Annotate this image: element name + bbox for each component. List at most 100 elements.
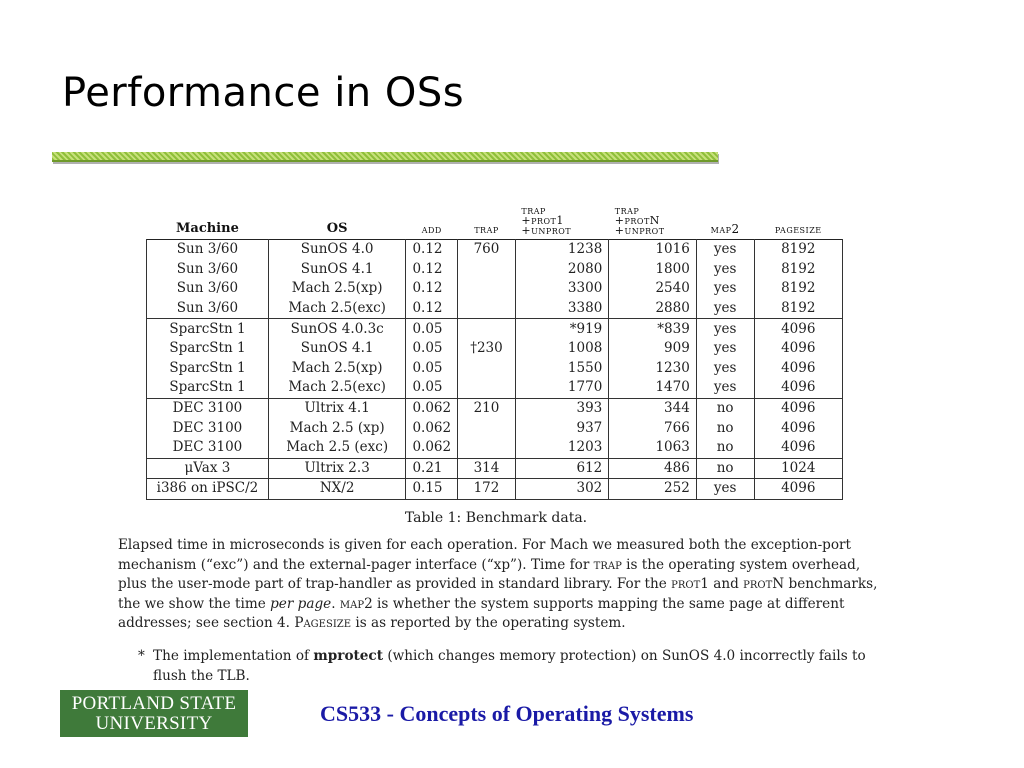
- benchmark-table: Machine OS add trap trap +prot1 +unprot …: [146, 196, 843, 500]
- table-row: Sun 3/60 SunOS 4.1 0.12 2080 1800 yes 8192: [146, 259, 843, 280]
- cell-machine: μVax 3: [146, 458, 269, 479]
- cell-machine: SparcStn 1: [146, 338, 269, 359]
- header-prot1-line: +prot1: [521, 214, 564, 227]
- cell-protn: 1063: [608, 437, 697, 459]
- cell-protn: 1016: [608, 239, 697, 260]
- cell-trap: [457, 437, 516, 459]
- cell-os: Mach 2.5(xp): [267, 358, 407, 379]
- desc-text: is the operating system overhead, plus t…: [118, 556, 861, 593]
- header-trap: trap: [474, 222, 499, 236]
- cell-map2: yes: [695, 338, 755, 359]
- cell-pagesize: 1024: [753, 458, 843, 479]
- cell-add: 0.05: [405, 318, 459, 339]
- header-protn: trap +protN +unprot: [609, 196, 697, 240]
- cell-add: 0.062: [405, 418, 459, 438]
- cell-add: 0.062: [405, 437, 459, 459]
- cell-protn: 1470: [608, 378, 697, 399]
- cell-machine: Sun 3/60: [146, 298, 269, 319]
- desc-text: is as reported by the operating system.: [351, 615, 626, 632]
- cell-pagesize: 4096: [753, 418, 843, 438]
- cell-protn: 1230: [608, 358, 697, 379]
- cell-os: Mach 2.5 (exc): [267, 437, 407, 459]
- cell-trap: [457, 378, 516, 399]
- cell-pagesize: 4096: [753, 378, 843, 399]
- desc-term-per-page: per page: [270, 595, 332, 612]
- cell-trap: [457, 418, 516, 438]
- cell-add: 0.05: [405, 378, 459, 399]
- table-row: Sun 3/60 Mach 2.5(exc) 0.12 3380 2880 yes 8192: [146, 298, 843, 319]
- table-header: Machine OS add trap trap +prot1 +unprot …: [147, 196, 843, 240]
- table-group-dec: DEC 3100 Ultrix 4.1 0.062 210 393 344 no 4096 DE…: [146, 398, 843, 459]
- desc-term-protn: protN: [743, 576, 785, 593]
- header-prot1-line: trap: [521, 204, 546, 217]
- cell-trap: 760: [457, 239, 516, 260]
- cell-pagesize: 4096: [753, 338, 843, 359]
- cell-trap: 172: [457, 478, 516, 500]
- cell-prot1: 937: [514, 418, 610, 438]
- cell-map2: yes: [695, 318, 755, 339]
- cell-add: 0.05: [405, 338, 459, 359]
- table-row: Sun 3/60 SunOS 4.0 0.12 760 1238 1016 yes 8192: [146, 239, 843, 260]
- university-logo: PORTLAND STATE UNIVERSITY: [60, 690, 248, 737]
- cell-pagesize: 4096: [753, 358, 843, 379]
- cell-pagesize: 4096: [753, 398, 843, 419]
- logo-line-1: PORTLAND STATE: [71, 692, 237, 714]
- cell-pagesize: 8192: [753, 298, 843, 319]
- header-add: add: [421, 222, 442, 236]
- desc-term-trap: trap: [593, 556, 622, 573]
- cell-add: 0.062: [405, 398, 459, 419]
- cell-pagesize: 4096: [753, 478, 843, 500]
- cell-prot1: 612: [514, 458, 610, 479]
- cell-os: Ultrix 2.3: [267, 458, 407, 479]
- cell-protn: 252: [608, 478, 697, 500]
- cell-os: SunOS 4.0: [267, 239, 407, 260]
- cell-os: Ultrix 4.1: [267, 398, 407, 419]
- cell-trap: 314: [457, 458, 516, 479]
- cell-machine: i386 on iPSC/2: [146, 478, 269, 500]
- table-group-i386: i386 on iPSC/2 NX/2 0.15 172 302 252 yes 4096: [146, 478, 843, 500]
- table-row: SparcStn 1 Mach 2.5(xp) 0.05 1550 1230 yes 409…: [146, 358, 843, 379]
- cell-prot1: 1238: [514, 239, 610, 260]
- table-row: DEC 3100 Mach 2.5 (exc) 0.062 1203 1063 no 409…: [146, 437, 843, 459]
- table-group-uvax: μVax 3 Ultrix 2.3 0.21 314 612 486 no 1024: [146, 458, 843, 479]
- footnote-mark: *: [138, 648, 145, 664]
- desc-term-pagesize: Pagesize: [294, 615, 352, 632]
- cell-machine: SparcStn 1: [146, 318, 269, 339]
- cell-protn: 2540: [608, 279, 697, 299]
- cell-prot1: *919: [514, 318, 610, 339]
- cell-trap: [457, 298, 516, 319]
- table-row: SparcStn 1 SunOS 4.1 0.05 †230 1008 909 yes 409…: [146, 338, 843, 359]
- footnote-term-mprotect: mprotect: [313, 648, 383, 664]
- cell-protn: 909: [608, 338, 697, 359]
- cell-map2: yes: [695, 358, 755, 379]
- table-row: i386 on iPSC/2 NX/2 0.15 172 302 252 yes 4096: [146, 478, 843, 500]
- cell-add: 0.12: [405, 298, 459, 319]
- cell-os: Mach 2.5(exc): [267, 298, 407, 319]
- cell-os: Mach 2.5(exc): [267, 378, 407, 399]
- cell-add: 0.12: [405, 259, 459, 280]
- header-machine: Machine: [176, 221, 239, 236]
- cell-prot1: 3300: [514, 279, 610, 299]
- footnote: * The implementation of mprotect (which …: [138, 647, 878, 686]
- cell-trap: [457, 358, 516, 379]
- cell-pagesize: 8192: [753, 259, 843, 280]
- header-prot1: trap +prot1 +unprot: [515, 196, 608, 240]
- cell-pagesize: 4096: [753, 437, 843, 459]
- cell-trap: [457, 259, 516, 280]
- cell-add: 0.12: [405, 279, 459, 299]
- table-caption: Table 1: Benchmark data.: [404, 510, 588, 526]
- cell-map2: yes: [695, 478, 755, 500]
- cell-protn: 766: [608, 418, 697, 438]
- cell-machine: SparcStn 1: [146, 358, 269, 379]
- cell-machine: SparcStn 1: [146, 378, 269, 399]
- cell-machine: Sun 3/60: [146, 239, 269, 260]
- table-description: Elapsed time in microseconds is given fo…: [118, 536, 878, 634]
- cell-os: SunOS 4.1: [267, 259, 407, 280]
- footnote-text: (which changes memory protection) on Sun…: [153, 648, 866, 684]
- table-row: DEC 3100 Mach 2.5 (xp) 0.062 937 766 no 4096: [146, 418, 843, 438]
- header-protn-line: +unprot: [614, 224, 665, 237]
- cell-map2: no: [695, 458, 755, 479]
- cell-trap: 210: [457, 398, 516, 419]
- cell-map2: yes: [695, 239, 755, 260]
- cell-map2: yes: [695, 259, 755, 280]
